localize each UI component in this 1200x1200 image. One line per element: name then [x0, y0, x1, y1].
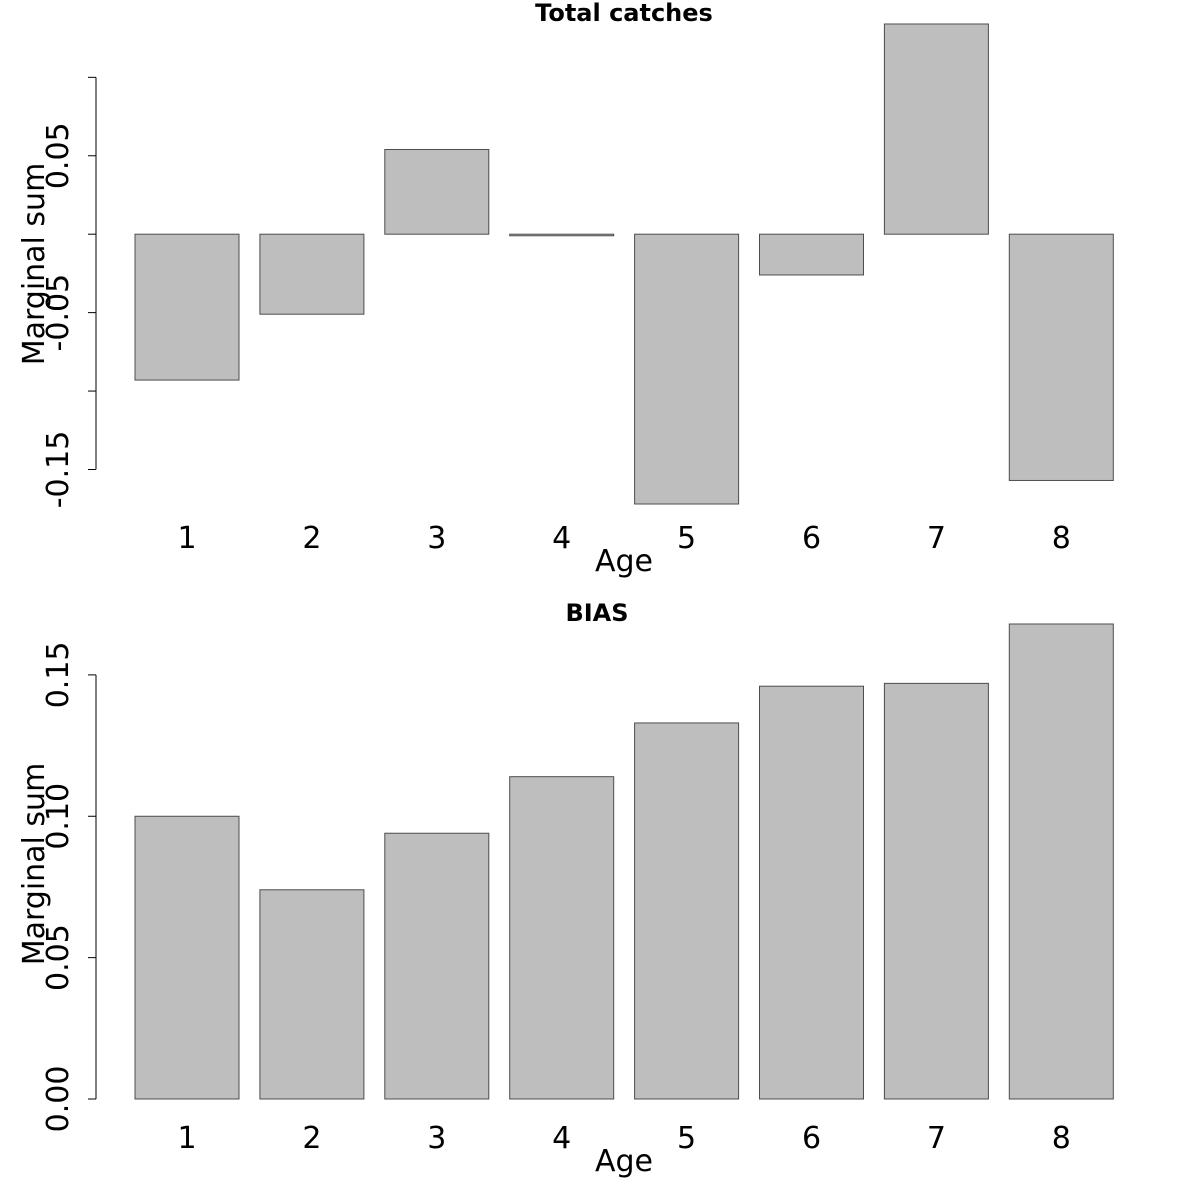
bars: [134, 23, 1114, 505]
x-tick-label: 3: [427, 1121, 446, 1156]
x-axis-label: Age: [595, 544, 653, 579]
bar-age-8: [1008, 623, 1114, 1100]
y-axis-label: Marginal sum: [17, 163, 52, 366]
y-axis-label: Marginal sum: [17, 763, 52, 966]
y-tick-label: -0.15: [41, 431, 76, 509]
y-tick-label: 0.05: [41, 122, 76, 189]
x-tick-label: 8: [1052, 1121, 1071, 1156]
x-tick-label: 8: [1052, 521, 1071, 556]
x-tick-label: 4: [552, 521, 571, 556]
x-tick-label: 5: [677, 1121, 696, 1156]
bar-age-5: [634, 722, 740, 1100]
bars: [134, 623, 1114, 1100]
x-tick-labels: 1 2 3 4 5 6 7 8: [177, 521, 1070, 556]
x-tick-label: 2: [302, 1121, 321, 1156]
x-tick-label: 6: [802, 521, 821, 556]
y-tick-label: 0.15: [41, 641, 76, 708]
bar-age-1: [134, 815, 240, 1100]
bar-age-2: [259, 233, 365, 315]
y-tick-label: 0.10: [41, 783, 76, 850]
chart-total-catches: Total catches Age Marginal sum -0.15 -0.0…: [17, 0, 1114, 579]
x-tick-label: 1: [177, 1121, 196, 1156]
bar-age-7: [883, 682, 989, 1100]
y-axis: -0.15 -0.05 0.05: [41, 76, 97, 509]
x-tick-label: 7: [927, 521, 946, 556]
bar-age-7: [883, 23, 989, 235]
y-tick-label: 0.05: [41, 924, 76, 991]
bar-age-6: [759, 233, 864, 276]
x-tick-labels: 1 2 3 4 5 6 7 8: [177, 1121, 1070, 1156]
y-tick-label: -0.05: [41, 274, 76, 352]
bar-age-4: [509, 776, 615, 1100]
chart-title: Total catches: [535, 0, 713, 27]
bar-age-2: [259, 889, 365, 1100]
bar-age-1: [134, 233, 240, 381]
bar-age-4: [509, 233, 615, 237]
bar-age-8: [1008, 233, 1114, 481]
bar-age-5: [634, 233, 740, 505]
bar-age-3: [384, 832, 490, 1100]
x-axis-label: Age: [595, 1144, 653, 1179]
chart-bias: BIAS Age Marginal sum 0.00 0.05 0.10 0.15 1…: [17, 599, 1114, 1179]
x-tick-label: 5: [677, 521, 696, 556]
x-tick-label: 7: [927, 1121, 946, 1156]
y-tick-label: 0.00: [41, 1066, 76, 1133]
x-tick-label: 6: [802, 1121, 821, 1156]
bar-age-3: [384, 148, 490, 235]
x-tick-label: 2: [302, 521, 321, 556]
x-tick-label: 1: [177, 521, 196, 556]
chart-title: BIAS: [565, 599, 628, 627]
x-tick-label: 4: [552, 1121, 571, 1156]
bar-age-6: [759, 685, 864, 1100]
y-axis: 0.00 0.05 0.10 0.15: [41, 641, 97, 1133]
x-tick-label: 3: [427, 521, 446, 556]
